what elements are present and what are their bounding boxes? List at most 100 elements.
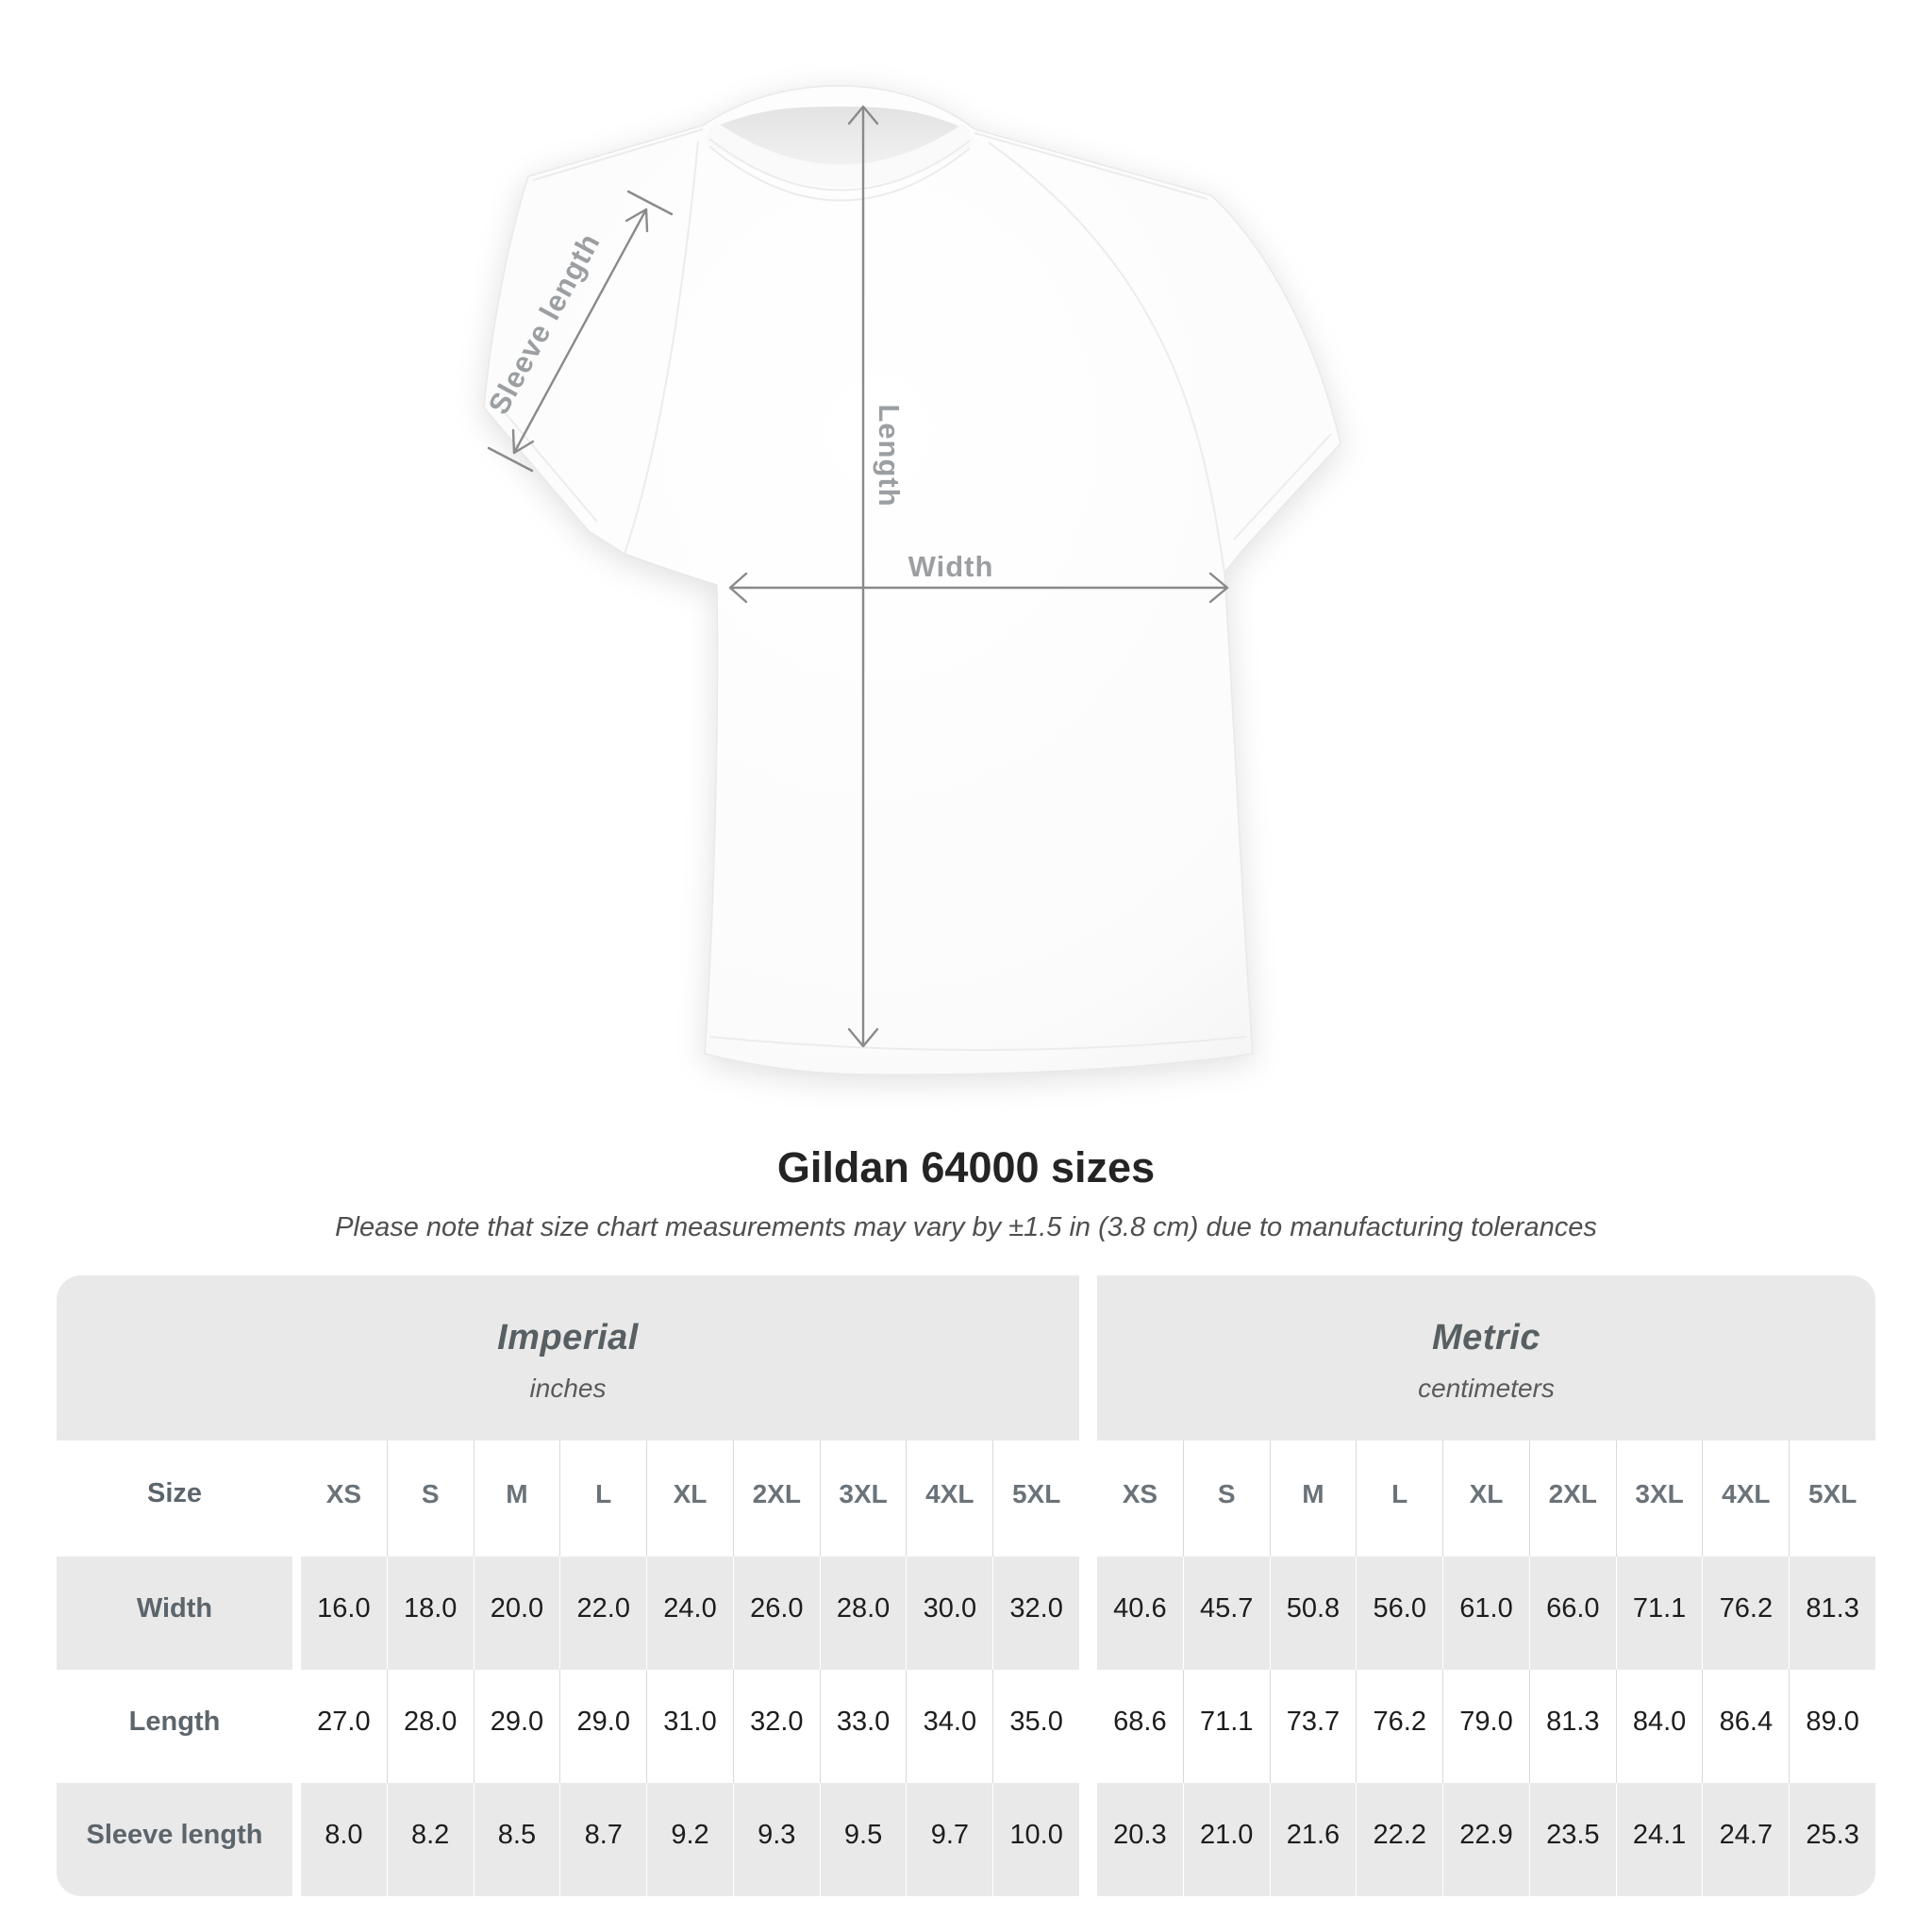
size-value-cell: 28.0 [819, 1557, 907, 1670]
size-value-cell: 21.6 [1269, 1783, 1357, 1896]
size-value-cell: 24.1 [1615, 1783, 1703, 1896]
size-col-header: 3XL [1615, 1441, 1703, 1557]
size-value-cell: 20.0 [473, 1557, 560, 1670]
width-imperial-values: 16.0 18.0 20.0 22.0 24.0 26.0 28.0 30.0 … [301, 1557, 1080, 1670]
size-value-cell: 56.0 [1356, 1557, 1443, 1670]
size-col-header: 5XL [992, 1441, 1079, 1557]
table-row-width: Width 16.0 18.0 20.0 22.0 24.0 26.0 28.0… [57, 1557, 1876, 1670]
size-col-header: L [559, 1441, 646, 1557]
row-label-width: Width [57, 1557, 292, 1670]
size-value-cell: 86.4 [1702, 1670, 1789, 1783]
size-value-cell: 22.9 [1442, 1783, 1529, 1896]
size-value-cell: 9.7 [906, 1783, 993, 1896]
size-value-cell: 81.3 [1528, 1670, 1616, 1783]
size-value-cell: 76.2 [1356, 1670, 1442, 1783]
size-col-header: S [386, 1441, 474, 1557]
size-value-cell: 81.3 [1789, 1557, 1876, 1670]
size-value-cell: 25.3 [1789, 1783, 1876, 1896]
size-value-cell: 79.0 [1442, 1670, 1529, 1783]
imperial-header-unit: inches [529, 1374, 607, 1403]
size-table: Imperial inches Metric centimeters Size … [57, 1275, 1876, 1896]
size-col-header: L [1356, 1441, 1442, 1557]
size-col-header: XS [325, 1478, 362, 1508]
size-col-header: M [473, 1441, 560, 1557]
size-col-header: 2XL [732, 1441, 820, 1557]
table-row-length: Length 27.0 28.0 29.0 29.0 31.0 32.0 33.… [57, 1670, 1875, 1783]
size-value-cell: 45.7 [1182, 1557, 1270, 1670]
size-value-cell: 31.0 [646, 1670, 733, 1783]
sleeve-imperial-values: 8.0 8.2 8.5 8.7 9.2 9.3 9.5 9.7 10.0 [301, 1783, 1080, 1896]
sleeve-metric-values: 20.3 21.0 21.6 22.2 22.9 23.5 24.1 24.7 … [1097, 1783, 1876, 1896]
length-metric-values: 68.6 71.1 73.7 76.2 79.0 81.3 84.0 86.4 … [1097, 1670, 1875, 1783]
size-col-header: XS [1122, 1478, 1158, 1508]
row-label-length: Length [128, 1706, 221, 1737]
tshirt-illustration: Sleeve length Length Width [482, 85, 1341, 1075]
metric-size-headers: XS S M L XL 2XL 3XL 4XL 5XL [1097, 1441, 1875, 1557]
imperial-header-label: Imperial [497, 1318, 639, 1357]
size-col-header: XL [646, 1441, 733, 1557]
size-value-cell: 28.0 [386, 1670, 474, 1783]
size-chart-title: Gildan 64000 sizes [776, 1143, 1156, 1191]
length-dimension-arrow [847, 105, 879, 1048]
width-metric-values: 40.6 45.7 50.8 56.0 61.0 66.0 71.1 76.2 … [1097, 1557, 1876, 1670]
size-col-header: 5XL [1789, 1441, 1875, 1557]
size-value-cell: 68.6 [1113, 1706, 1167, 1737]
size-value-cell: 10.0 [992, 1783, 1080, 1896]
size-value-cell: 24.0 [646, 1557, 733, 1670]
size-value-cell: 22.2 [1356, 1783, 1443, 1896]
width-label: Width [908, 550, 994, 583]
tshirt-shape [483, 85, 1341, 1075]
width-dimension-arrow [728, 572, 1229, 604]
sleeve-dimension-arrow [487, 190, 674, 473]
size-value-cell: 29.0 [559, 1670, 646, 1783]
size-value-cell: 26.0 [732, 1557, 820, 1670]
size-value-cell: 29.0 [473, 1670, 560, 1783]
size-value-cell: 30.0 [906, 1557, 993, 1670]
length-imperial-values: 27.0 28.0 29.0 29.0 31.0 32.0 33.0 34.0 … [301, 1670, 1079, 1783]
size-value-cell: 66.0 [1528, 1557, 1616, 1670]
size-col-header: S [1182, 1441, 1270, 1557]
size-value-cell: 9.5 [819, 1783, 907, 1896]
size-value-cell: 20.3 [1097, 1783, 1183, 1896]
row-label-sleeve-length: Sleeve length [57, 1783, 292, 1896]
collar-ribbing [703, 122, 976, 188]
size-header-row: Size XS S M L XL 2XL 3XL 4XL 5XL XS S M … [57, 1441, 1875, 1557]
length-label: Length [873, 404, 906, 507]
metric-header-label: Metric [1432, 1318, 1541, 1357]
size-value-cell: 8.2 [386, 1783, 474, 1896]
size-value-cell: 32.0 [732, 1670, 820, 1783]
size-value-cell: 32.0 [992, 1557, 1080, 1670]
size-value-cell: 73.7 [1269, 1670, 1357, 1783]
size-value-cell: 24.7 [1702, 1783, 1790, 1896]
size-col-header: 2XL [1528, 1441, 1616, 1557]
size-value-cell: 84.0 [1615, 1670, 1703, 1783]
size-value-cell: 9.3 [732, 1783, 820, 1896]
size-value-cell: 71.1 [1615, 1557, 1703, 1670]
metric-header-unit: centimeters [1418, 1374, 1555, 1403]
size-header-label: Size [146, 1478, 203, 1508]
imperial-header: Imperial inches [57, 1275, 1079, 1441]
size-value-cell: 35.0 [992, 1670, 1079, 1783]
size-value-cell: 89.0 [1789, 1670, 1875, 1783]
size-value-cell: 71.1 [1182, 1670, 1270, 1783]
size-value-cell: 27.0 [317, 1706, 371, 1737]
size-col-header: 3XL [819, 1441, 907, 1557]
size-col-header: 4XL [906, 1441, 992, 1557]
size-value-cell: 22.0 [559, 1557, 647, 1670]
size-value-cell: 50.8 [1269, 1557, 1357, 1670]
size-value-cell: 40.6 [1097, 1557, 1183, 1670]
size-value-cell: 76.2 [1702, 1557, 1790, 1670]
size-value-cell: 61.0 [1442, 1557, 1529, 1670]
size-col-header: M [1269, 1441, 1357, 1557]
size-value-cell: 21.0 [1182, 1783, 1270, 1896]
size-col-header: XL [1442, 1441, 1529, 1557]
metric-header: Metric centimeters [1097, 1275, 1875, 1441]
size-value-cell: 8.0 [301, 1783, 387, 1896]
size-value-cell: 33.0 [819, 1670, 907, 1783]
unit-header-row: Imperial inches Metric centimeters [57, 1275, 1875, 1441]
size-value-cell: 9.2 [646, 1783, 733, 1896]
imperial-size-headers: XS S M L XL 2XL 3XL 4XL 5XL [301, 1441, 1079, 1557]
size-value-cell: 8.5 [473, 1783, 560, 1896]
size-value-cell: 16.0 [301, 1557, 387, 1670]
